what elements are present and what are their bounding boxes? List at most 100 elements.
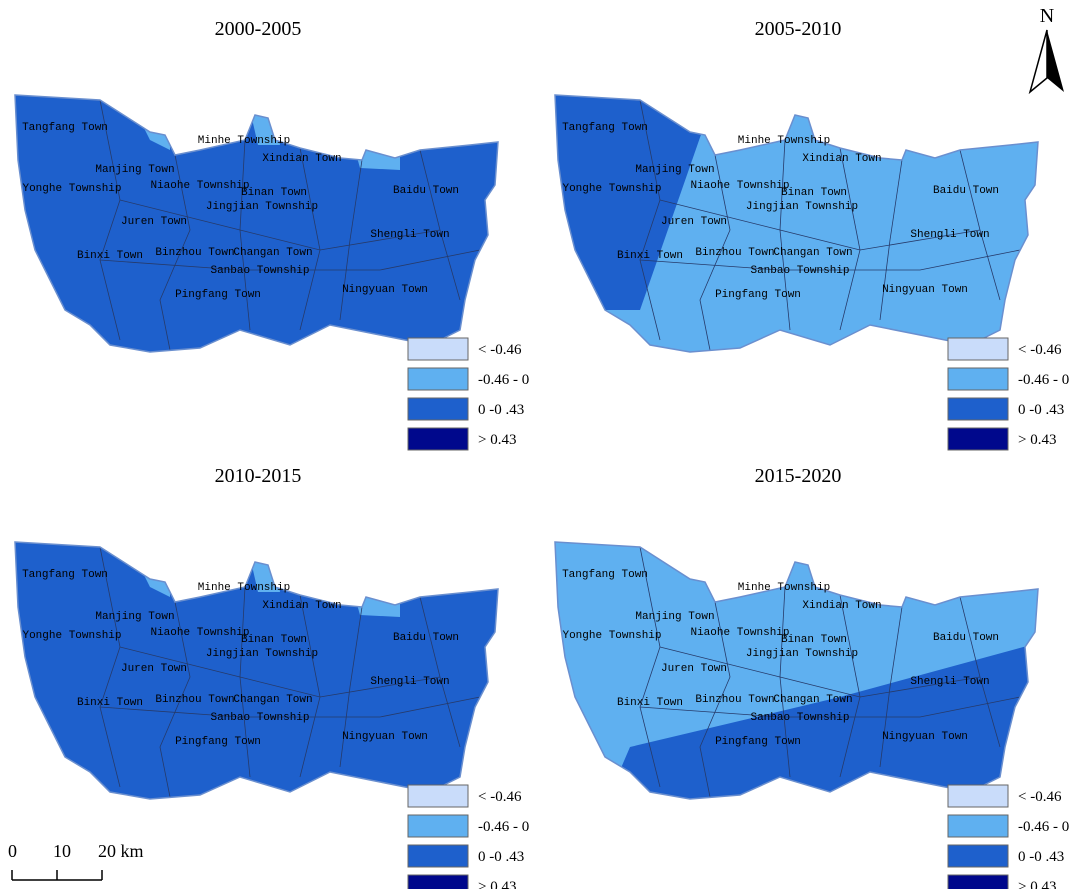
town-label: Yonghe Township [22,630,121,642]
zone [555,95,720,310]
legend-label: < -0.46 [478,342,522,358]
town-label: Changan Town [773,694,852,706]
town-label: Yonghe Township [22,183,121,195]
legend-swatch [407,427,469,451]
town-label: Manjing Town [95,164,174,176]
legend-label: > 0.43 [478,879,516,889]
town-label: Sanbao Township [750,265,849,277]
legend-swatch [407,367,469,391]
town-label: Binan Town [241,187,307,199]
town-label: Ningyuan Town [342,731,428,743]
town-label: Pingfang Town [715,289,801,301]
north-label: N [1040,5,1054,27]
town-label: Shengli Town [370,676,449,688]
town-label: Shengli Town [910,229,989,241]
town-label: Jingjian Township [206,201,318,213]
outline [554,94,1039,353]
legend-swatch [407,844,469,868]
legend-swatch [947,367,1009,391]
scale-label: 10 [53,841,71,861]
panel-title: 2010-2015 [215,465,302,487]
town-label: Binxi Town [617,697,683,709]
legend-swatch [947,337,1009,361]
town-label: Niaohe Township [690,180,789,192]
town-label: Minhe Township [198,582,290,594]
legend-label: 0 -0 .43 [478,402,524,418]
town-label: Xindian Town [262,153,341,165]
town-label: Baidu Town [933,185,999,197]
outline [14,94,499,353]
town-label: Juren Town [661,663,727,675]
town-label: Baidu Town [393,632,459,644]
town-label: Binzhou Town [695,247,774,259]
town-label: Manjing Town [635,164,714,176]
town-label: Niaohe Township [690,627,789,639]
town-label: Changan Town [233,694,312,706]
boundaries [99,546,481,798]
legend-label: -0.46 - 0 [1018,372,1069,388]
town-label: Ningyuan Town [342,284,428,296]
boundaries [99,99,481,351]
boundaries [639,99,1021,351]
outline [554,541,1039,800]
town-label: Binzhou Town [155,694,234,706]
scale-label: 20 km [98,841,144,861]
town-label: Binxi Town [77,250,143,262]
outline [14,541,499,800]
town-label: Tangfang Town [22,569,108,581]
legend-label: -0.46 - 0 [478,372,529,388]
legend-swatch [947,814,1009,838]
town-label: Tangfang Town [22,122,108,134]
town-label: Binzhou Town [695,694,774,706]
town-label: Pingfang Town [715,736,801,748]
town-label: Juren Town [121,216,187,228]
panel: 2015-2020 Tangfang Town Manjing Town Minhe … [554,465,1069,889]
town-label: Yonghe Township [562,630,661,642]
zone [600,637,1038,799]
town-label: Binxi Town [77,697,143,709]
panel-title: 2000-2005 [215,18,302,40]
town-label: Pingfang Town [175,736,261,748]
legend-swatch [407,874,469,889]
legend-swatch [947,844,1009,868]
legend-label: 0 -0 .43 [1018,849,1064,865]
town-label: Niaohe Township [150,180,249,192]
legend-label: < -0.46 [478,789,522,805]
town-label: Jingjian Township [746,201,858,213]
town-label: Jingjian Township [206,648,318,660]
legend-label: > 0.43 [1018,879,1056,889]
legend-label: > 0.43 [1018,432,1056,448]
boundaries [639,546,1021,798]
legend-swatch [407,337,469,361]
town-label: Tangfang Town [562,122,648,134]
panel-title: 2005-2010 [755,18,842,40]
town-label: Binan Town [241,634,307,646]
legend-label: -0.46 - 0 [478,819,529,835]
town-label: Shengli Town [370,229,449,241]
legend-swatch [947,397,1009,421]
town-label: Tangfang Town [562,569,648,581]
legend-label: 0 -0 .43 [1018,402,1064,418]
town-label: Baidu Town [933,632,999,644]
legend-label: < -0.46 [1018,342,1062,358]
panel: 2010-2015 Tangfang Town Manjing Town Minhe … [14,465,529,889]
legend-label: 0 -0 .43 [478,849,524,865]
town-label: Juren Town [661,216,727,228]
town-label: Niaohe Township [150,627,249,639]
town-label: Ningyuan Town [882,284,968,296]
panel: 2000-2005 Tangfang Town Manjing Town Minhe … [14,18,529,451]
town-label: Manjing Town [635,611,714,623]
town-label: Jingjian Township [746,648,858,660]
town-label: Sanbao Township [750,712,849,724]
town-label: Changan Town [233,247,312,259]
panel: 2005-2010 Tangfang Town Manjing Town Minhe … [554,18,1069,451]
legend-swatch [947,784,1009,808]
legend-swatch [407,397,469,421]
north-arrow [1047,30,1064,92]
town-label: Manjing Town [95,611,174,623]
town-label: Minhe Township [738,135,830,147]
north-arrow [1028,29,1048,95]
town-label: Minhe Township [738,582,830,594]
